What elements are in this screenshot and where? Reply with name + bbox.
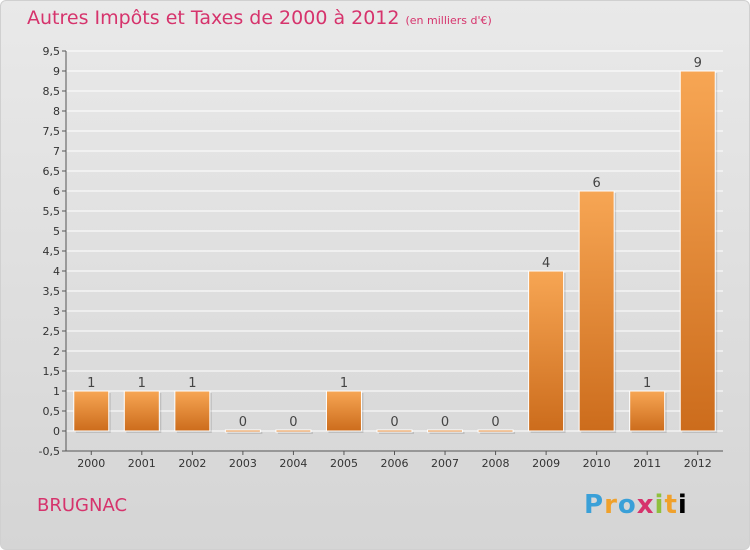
bar-shadow [277, 432, 313, 434]
y-tick-label: 3,5 [43, 285, 61, 298]
x-tick-label: 2008 [482, 457, 510, 470]
grid-layer [66, 50, 723, 452]
logo-letter: r [604, 490, 618, 520]
y-tick-label: -0,5 [39, 445, 60, 458]
data-label: 1 [643, 376, 651, 391]
bar [174, 390, 211, 432]
data-label: 1 [188, 376, 196, 391]
x-tick-label: 2010 [583, 457, 611, 470]
bar [679, 70, 716, 432]
data-label: 1 [138, 376, 146, 391]
bar [477, 429, 514, 433]
chart-title: Autres Impôts et Taxes de 2000 à 2012 (en… [27, 7, 492, 29]
chart-title-main: Autres Impôts et Taxes de 2000 à 2012 [27, 7, 400, 29]
y-tick-label: 9 [53, 65, 60, 78]
bar-shadow [480, 432, 516, 434]
data-label: 0 [289, 415, 297, 430]
logo-letter: t [664, 490, 678, 520]
logo-letter: x [636, 490, 655, 520]
bar-layer [73, 70, 718, 434]
x-tick-label: 2003 [229, 457, 257, 470]
data-label: 1 [87, 376, 95, 391]
bar [325, 390, 362, 432]
data-label: 0 [239, 415, 247, 430]
bar [629, 390, 666, 432]
logo-letter: i [654, 490, 665, 520]
bar-shadow [227, 432, 263, 434]
x-tick-label: 2009 [532, 457, 560, 470]
data-label: 1 [340, 376, 348, 391]
y-tick-label: 8,5 [43, 85, 61, 98]
bar [224, 429, 261, 433]
bar-shadow [429, 432, 465, 434]
data-label: 6 [593, 176, 601, 191]
bar [275, 429, 312, 433]
y-tick-label: 1,5 [43, 365, 61, 378]
y-tick-label: 2 [53, 345, 60, 358]
bar [73, 390, 110, 432]
y-tick-label: 0 [53, 425, 60, 438]
y-tick-label: 5,5 [43, 205, 61, 218]
bar [123, 390, 160, 432]
commune-name: BRUGNAC [37, 495, 128, 516]
x-tick-label: 2000 [77, 457, 105, 470]
x-tick-label: 2011 [633, 457, 661, 470]
y-tick-label: 9,5 [43, 45, 61, 58]
bar [528, 270, 565, 432]
y-tick-label: 1 [53, 385, 60, 398]
x-tick-label: 2002 [178, 457, 206, 470]
logo-letter: i [677, 490, 688, 520]
y-tick-label: 7 [53, 145, 60, 158]
bar [427, 429, 464, 433]
bar [578, 190, 615, 432]
proxiti-logo: Proxiti [584, 490, 688, 520]
data-label: 4 [542, 256, 550, 271]
x-tick-label: 2004 [279, 457, 307, 470]
y-tick-label: 6,5 [43, 165, 61, 178]
data-label-layer: 1 1 1 0 0 1 0 0 0 4 6 1 9 [87, 56, 702, 430]
x-tick-label: 2006 [381, 457, 409, 470]
data-label: 0 [491, 415, 499, 430]
y-tick-label: 8 [53, 105, 60, 118]
axis-layer: -0,5 0 0,5 1 1,5 2 2,5 3 3,5 4 4,5 5 5,5 6 6,5 7 7,5 8 8,5… [39, 45, 723, 470]
x-tick-label: 2012 [684, 457, 712, 470]
y-tick-label: 0,5 [43, 405, 61, 418]
data-label: 9 [694, 56, 702, 71]
y-tick-label: 6 [53, 185, 60, 198]
bar [376, 429, 413, 433]
logo-letter: o [617, 490, 637, 520]
x-tick-label: 2007 [431, 457, 459, 470]
y-tick-label: 5 [53, 225, 60, 238]
y-tick-label: 3 [53, 305, 60, 318]
y-tick-label: 2,5 [43, 325, 61, 338]
x-tick-label: 2001 [128, 457, 156, 470]
logo-letter: P [584, 490, 605, 520]
y-tick-label: 4 [53, 265, 60, 278]
bar-shadow [379, 432, 414, 434]
data-label: 0 [390, 415, 398, 430]
chart-title-unit: (en milliers d'€) [405, 14, 492, 27]
y-tick-label: 7,5 [43, 125, 61, 138]
x-tick-label: 2005 [330, 457, 358, 470]
data-label: 0 [441, 415, 449, 430]
y-tick-label: 4,5 [43, 245, 61, 258]
